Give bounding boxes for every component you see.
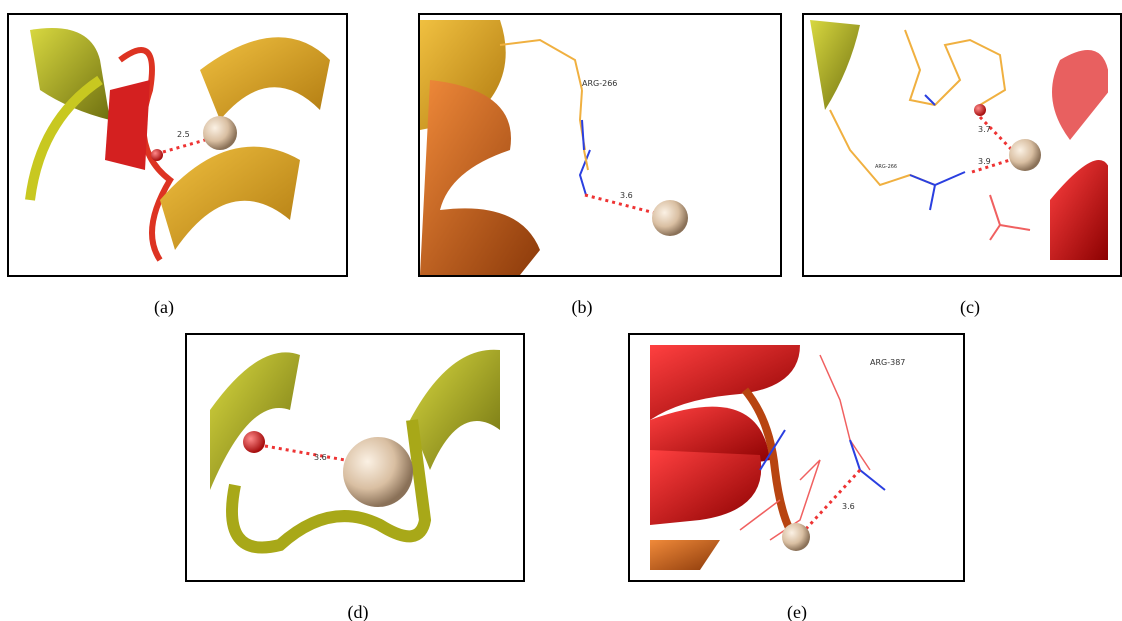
figure: 2.5 (a) ARG-266 3.6 (b) 3.7 3.9 ARG-266 …	[0, 0, 1122, 621]
shape	[974, 104, 986, 116]
panel-label: (a)	[154, 297, 174, 318]
shape	[151, 149, 163, 161]
annotation: 3.6	[842, 502, 855, 511]
annotation: ARG-387	[870, 358, 905, 367]
shape	[105, 80, 150, 170]
annotation: 3.7	[978, 125, 991, 134]
annotation: 3.6	[314, 453, 327, 462]
panel-e: ARG-387 3.6 (e)	[629, 334, 964, 621]
annotation: 3.6	[620, 191, 633, 200]
panel-c: 3.7 3.9 ARG-266 (c)	[803, 14, 1121, 318]
panel-a: 2.5 (a)	[8, 14, 347, 318]
annotation: ARG-266	[875, 164, 897, 170]
shape	[1009, 139, 1041, 171]
shape	[343, 437, 413, 507]
shape	[652, 200, 688, 236]
annotation: ARG-266	[582, 79, 617, 88]
shape	[243, 431, 265, 453]
panel-label: (e)	[787, 602, 807, 621]
panel-label: (c)	[960, 297, 980, 318]
panel-b: ARG-266 3.6 (b)	[419, 14, 781, 318]
shape	[782, 523, 810, 551]
panel-label: (d)	[348, 602, 369, 621]
panel-label: (b)	[572, 297, 593, 318]
annotation: 3.9	[978, 157, 991, 166]
annotation: 2.5	[177, 130, 190, 139]
panel-d: 3.6 (d)	[186, 334, 524, 621]
shape	[203, 116, 237, 150]
